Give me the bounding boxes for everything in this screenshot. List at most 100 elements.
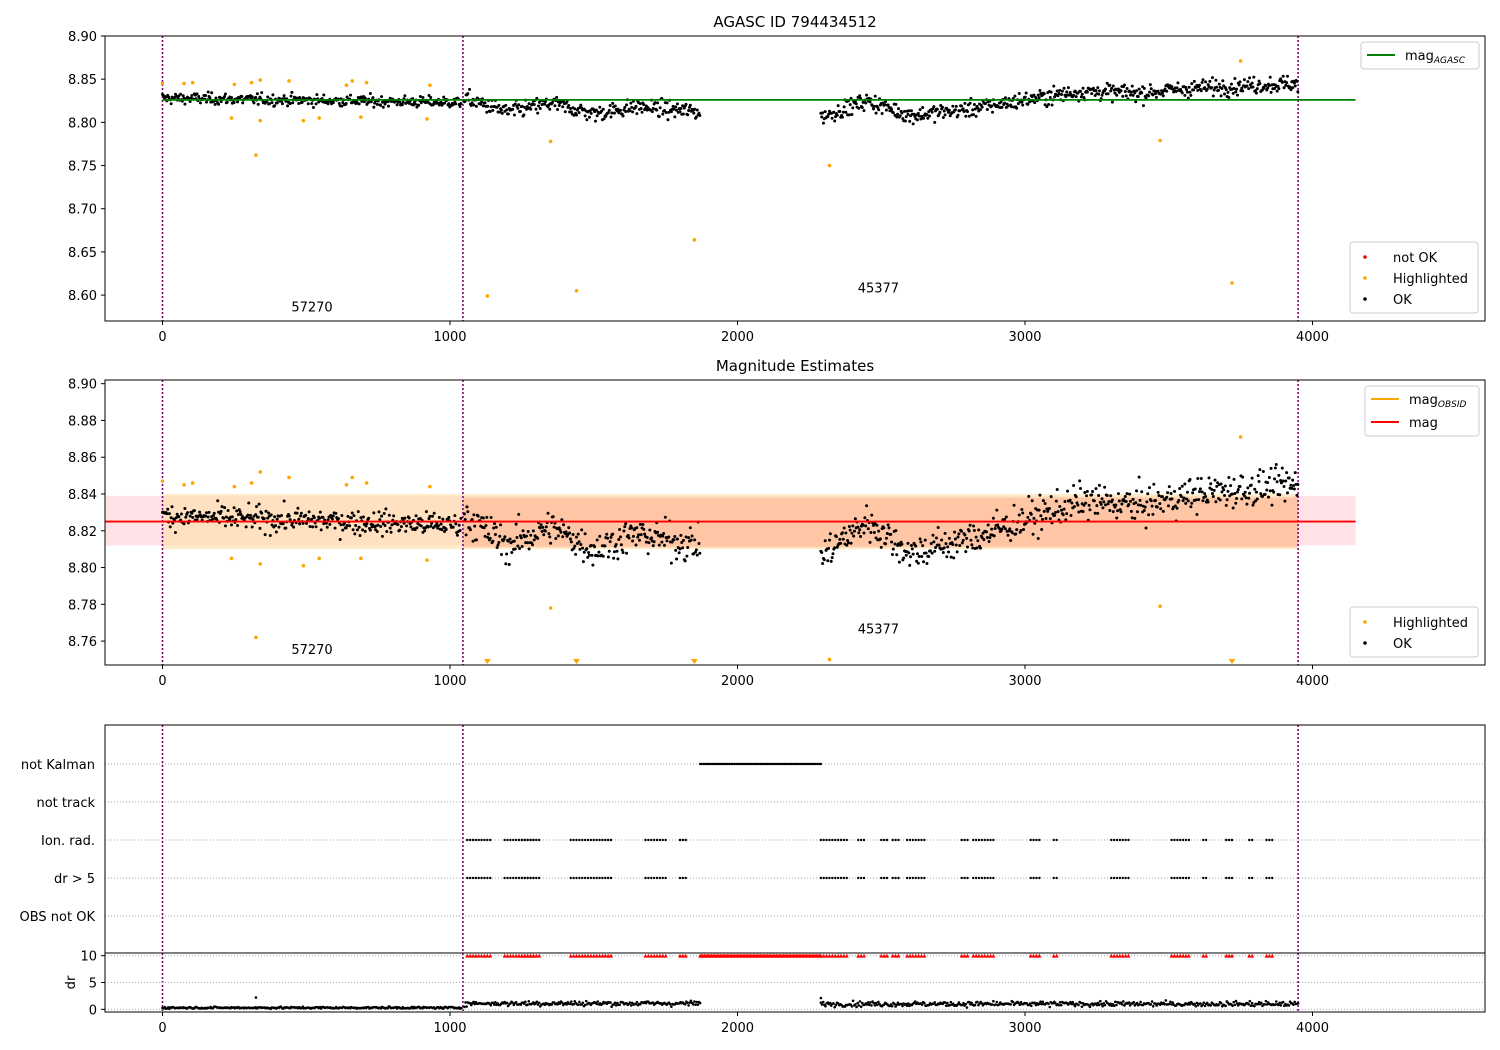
- highlighted-point: [692, 238, 697, 242]
- ok-point: [254, 513, 258, 517]
- dr-point: [688, 1001, 692, 1004]
- ok-point: [1088, 508, 1092, 512]
- ok-point: [1161, 94, 1165, 98]
- ok-point: [964, 114, 968, 118]
- dr-point: [550, 1003, 554, 1006]
- ion-rad-flag: [989, 838, 992, 842]
- ok-point: [628, 109, 632, 113]
- ok-point: [1201, 78, 1205, 82]
- dr-point: [1099, 999, 1102, 1003]
- ok-point: [1049, 90, 1053, 94]
- ok-point: [906, 112, 910, 116]
- dr-capped-marker: [1247, 953, 1252, 958]
- dr-flag: [1225, 876, 1228, 880]
- dr-point: [1138, 1003, 1141, 1006]
- ok-point: [563, 110, 567, 114]
- ok-point: [454, 522, 458, 526]
- ok-point: [387, 513, 391, 517]
- dr-point: [1059, 1003, 1063, 1007]
- ok-point: [543, 102, 547, 106]
- ok-point: [631, 534, 635, 538]
- dr-flag: [644, 876, 647, 880]
- ok-point: [1136, 503, 1140, 507]
- highlighted-point: [190, 481, 195, 485]
- ok-point: [820, 551, 824, 555]
- ion-rad-flag: [517, 838, 521, 842]
- ion-rad-flag: [894, 838, 897, 842]
- ok-point: [1032, 516, 1036, 520]
- ok-point: [543, 529, 547, 533]
- dr-capped-marker: [962, 953, 967, 958]
- highlighted-point: [548, 606, 553, 610]
- ok-point: [403, 94, 407, 98]
- ok-point: [995, 508, 999, 512]
- ok-point: [349, 516, 353, 520]
- dr-point: [900, 1002, 903, 1006]
- ok-point: [469, 103, 473, 107]
- ok-point: [230, 523, 233, 527]
- highlighted-point: [827, 163, 832, 168]
- ok-point: [595, 114, 599, 118]
- dr-point: [895, 1003, 899, 1007]
- ok-point: [603, 544, 607, 548]
- dr-point: [905, 1004, 909, 1008]
- dr-point: [990, 1003, 994, 1006]
- dr-flag: [897, 876, 900, 880]
- ok-point: [637, 538, 641, 542]
- dr-capped-marker: [525, 953, 530, 958]
- ok-point: [183, 102, 187, 106]
- ok-point: [684, 535, 688, 539]
- ok-point: [854, 102, 858, 106]
- dr-flag: [977, 876, 981, 880]
- ok-point: [613, 104, 617, 108]
- ok-point: [596, 554, 600, 558]
- ok-point: [967, 114, 971, 118]
- ok-point: [1254, 499, 1258, 503]
- ok-point: [660, 540, 664, 544]
- ok-point: [376, 523, 380, 527]
- ok-point: [923, 538, 927, 542]
- ok-point: [520, 544, 524, 548]
- ok-point: [1090, 493, 1094, 497]
- ok-point: [1137, 87, 1141, 91]
- ok-point: [1279, 478, 1283, 482]
- ok-point: [1036, 537, 1040, 541]
- ok-point: [627, 536, 631, 540]
- dr-point: [1071, 1000, 1075, 1004]
- ok-point: [585, 547, 589, 551]
- dr-point: [691, 1003, 695, 1006]
- ok-point: [499, 108, 503, 112]
- not-kalman-flag: [752, 762, 755, 766]
- ok-point: [336, 517, 340, 521]
- ion-rad-flag: [655, 838, 659, 842]
- ok-point: [698, 113, 702, 117]
- dr-point: [1080, 1005, 1084, 1008]
- not-kalman-flag: [723, 762, 726, 766]
- dr-capped-marker: [919, 953, 924, 958]
- ok-point: [224, 515, 228, 519]
- ok-point: [976, 106, 980, 110]
- ok-point: [1245, 502, 1249, 506]
- ok-point: [1263, 492, 1267, 496]
- ok-point: [915, 552, 919, 556]
- dr-point: [1256, 1002, 1260, 1006]
- ion-rad-flag: [1052, 838, 1055, 842]
- ok-point: [1003, 517, 1007, 521]
- not-kalman-flag: [711, 762, 714, 766]
- dr-point: [1257, 1000, 1261, 1004]
- dr-capped-marker: [1264, 953, 1269, 958]
- ok-point: [954, 543, 958, 547]
- ok-point: [235, 509, 239, 513]
- x-tick-label: 1000: [433, 330, 466, 345]
- not-kalman-flag: [738, 762, 741, 766]
- ok-point: [525, 541, 529, 545]
- ion-rad-flag: [1115, 838, 1119, 842]
- dr-capped-marker: [580, 953, 585, 958]
- ion-rad-flag: [1248, 838, 1251, 842]
- ok-point: [1245, 84, 1249, 88]
- legend-point-label: Highlighted: [1393, 616, 1468, 631]
- dr-capped-marker: [839, 953, 843, 958]
- dr-flag: [822, 876, 825, 880]
- dr-capped-marker: [985, 953, 990, 958]
- ok-point: [430, 521, 434, 525]
